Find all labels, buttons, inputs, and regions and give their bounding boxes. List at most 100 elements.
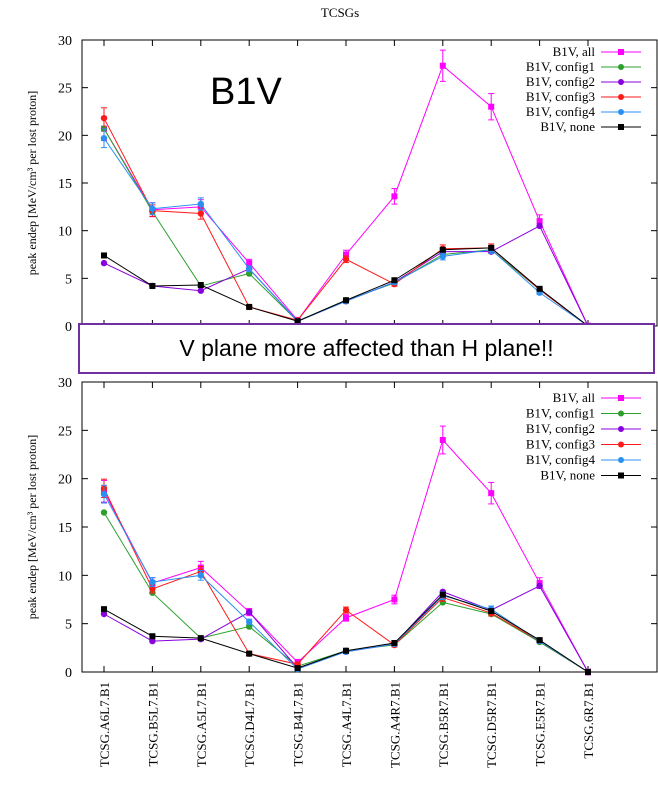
x-tick-label: TCSG.D5R7.B1 <box>484 682 499 768</box>
legend-marker <box>618 64 624 70</box>
data-point-all <box>488 103 495 110</box>
y-tick-label: 15 <box>58 177 72 192</box>
y-tick-label: 5 <box>65 272 72 287</box>
legend-marker <box>618 79 624 85</box>
data-point-config2 <box>100 259 108 267</box>
annotation-banner: V plane more affected than H plane!! <box>78 323 655 374</box>
data-point-config2 <box>149 637 156 645</box>
legend-label: B1V, config1 <box>526 59 595 74</box>
legend-label: B1V, config1 <box>526 406 595 421</box>
legend-marker <box>618 49 624 55</box>
data-point-all <box>246 260 253 267</box>
data-point-config2 <box>100 610 108 618</box>
data-point-config3 <box>100 114 108 122</box>
y-tick-label: 25 <box>58 82 72 97</box>
x-tick-label: TCSG.A4R7.B1 <box>387 682 402 768</box>
x-tick-label: TCSG.B5L7.B1 <box>145 682 160 767</box>
data-point-none <box>439 246 446 253</box>
data-point-none <box>585 669 591 675</box>
y-tick-label: 30 <box>58 376 72 391</box>
data-point-config2 <box>536 582 543 590</box>
data-point-all <box>391 596 398 603</box>
data-point-config3 <box>149 585 156 593</box>
y-tick-label: 10 <box>58 569 72 584</box>
legend-label: B1V, config2 <box>526 421 595 436</box>
legend-marker <box>618 109 624 115</box>
data-point-config4 <box>246 618 253 625</box>
legend-label: B1V, all <box>553 390 596 405</box>
series-line-config4 <box>103 493 589 673</box>
data-point-none <box>439 591 446 598</box>
data-point-all <box>439 437 446 443</box>
legend-label: B1V, none <box>540 119 595 134</box>
data-point-config3 <box>197 210 204 217</box>
data-point-config4 <box>149 205 156 212</box>
data-point-config1 <box>246 623 253 630</box>
y-tick-label: 0 <box>65 320 72 335</box>
data-point-all <box>488 490 495 497</box>
data-point-none <box>246 303 253 310</box>
x-tick-label: TCSG.A4L7.B1 <box>339 682 354 767</box>
x-tick-label: TCSG.A6L7.B1 <box>97 682 112 767</box>
legend-marker <box>618 426 624 432</box>
bottom-chart: 0 5 10 15 20 25 30 TCSG.A6L7.B1 TCSG.B5L7.B1 TCSG… <box>25 376 658 768</box>
x-tick-label: TCSG.D4L7.B1 <box>242 682 257 767</box>
data-point-none <box>391 640 398 646</box>
legend-marker <box>618 472 624 479</box>
x-tick-label: TCSG.B4L7.B1 <box>291 682 306 767</box>
data-point-config2 <box>246 608 253 616</box>
data-point-config4 <box>246 265 253 272</box>
data-point-config3 <box>342 606 350 614</box>
data-point-none <box>536 637 543 644</box>
legend-label: B1V, config3 <box>526 89 595 104</box>
y-tick-label: 20 <box>58 473 72 488</box>
x-tick-label: TCSG.6R7.B1 <box>581 682 596 759</box>
y-tick-label: 25 <box>58 424 72 439</box>
data-point-none <box>197 635 204 642</box>
series-line-config2 <box>103 225 589 327</box>
legend-label: B1V, config3 <box>526 437 595 452</box>
banner-text: V plane more affected than H plane!! <box>179 335 554 361</box>
data-point-config3 <box>342 256 350 263</box>
data-point-config4 <box>439 253 446 260</box>
data-point-config2 <box>197 287 204 294</box>
x-tick-label: TCSG.B5R7.B1 <box>436 682 451 767</box>
data-point-all <box>439 62 446 69</box>
series-line-config3 <box>103 117 589 327</box>
data-point-config1 <box>100 509 108 516</box>
data-point-config4 <box>100 134 108 142</box>
legend-marker <box>618 94 624 100</box>
data-point-config4 <box>100 490 108 498</box>
series-line-config2 <box>103 585 589 673</box>
data-point-none <box>343 297 349 304</box>
data-point-none <box>536 285 543 292</box>
data-point-none <box>343 647 349 654</box>
figure-title: TCSGs <box>321 5 359 20</box>
data-point-none <box>246 650 253 657</box>
series-line-none <box>103 594 589 673</box>
data-point-all <box>343 251 349 258</box>
data-point-all <box>536 218 543 225</box>
series-line-config1 <box>103 128 589 327</box>
data-point-none <box>488 608 495 615</box>
data-point-config4 <box>197 572 204 579</box>
data-point-none <box>101 606 107 613</box>
top-chart: 0 5 10 15 20 25 30 peak endep [MeV/cm³ per lost… <box>25 34 658 335</box>
data-point-all <box>343 614 349 621</box>
data-point-none <box>101 252 107 259</box>
y-axis-label: peak endep [MeV/cm³ per lost proton] <box>25 91 39 276</box>
series-line-all <box>103 64 589 327</box>
legend-marker <box>618 124 624 130</box>
plot-annotation: B1V <box>210 71 282 113</box>
legend-label: B1V, config4 <box>526 104 596 119</box>
data-point-config4 <box>149 578 156 586</box>
data-point-all <box>391 193 398 200</box>
series-line-config3 <box>103 488 589 673</box>
legend-label: B1V, all <box>553 44 596 59</box>
data-point-none <box>197 282 204 289</box>
legend-marker <box>618 441 624 448</box>
data-point-config2 <box>536 222 543 230</box>
legend-label: B1V, config4 <box>526 452 596 467</box>
